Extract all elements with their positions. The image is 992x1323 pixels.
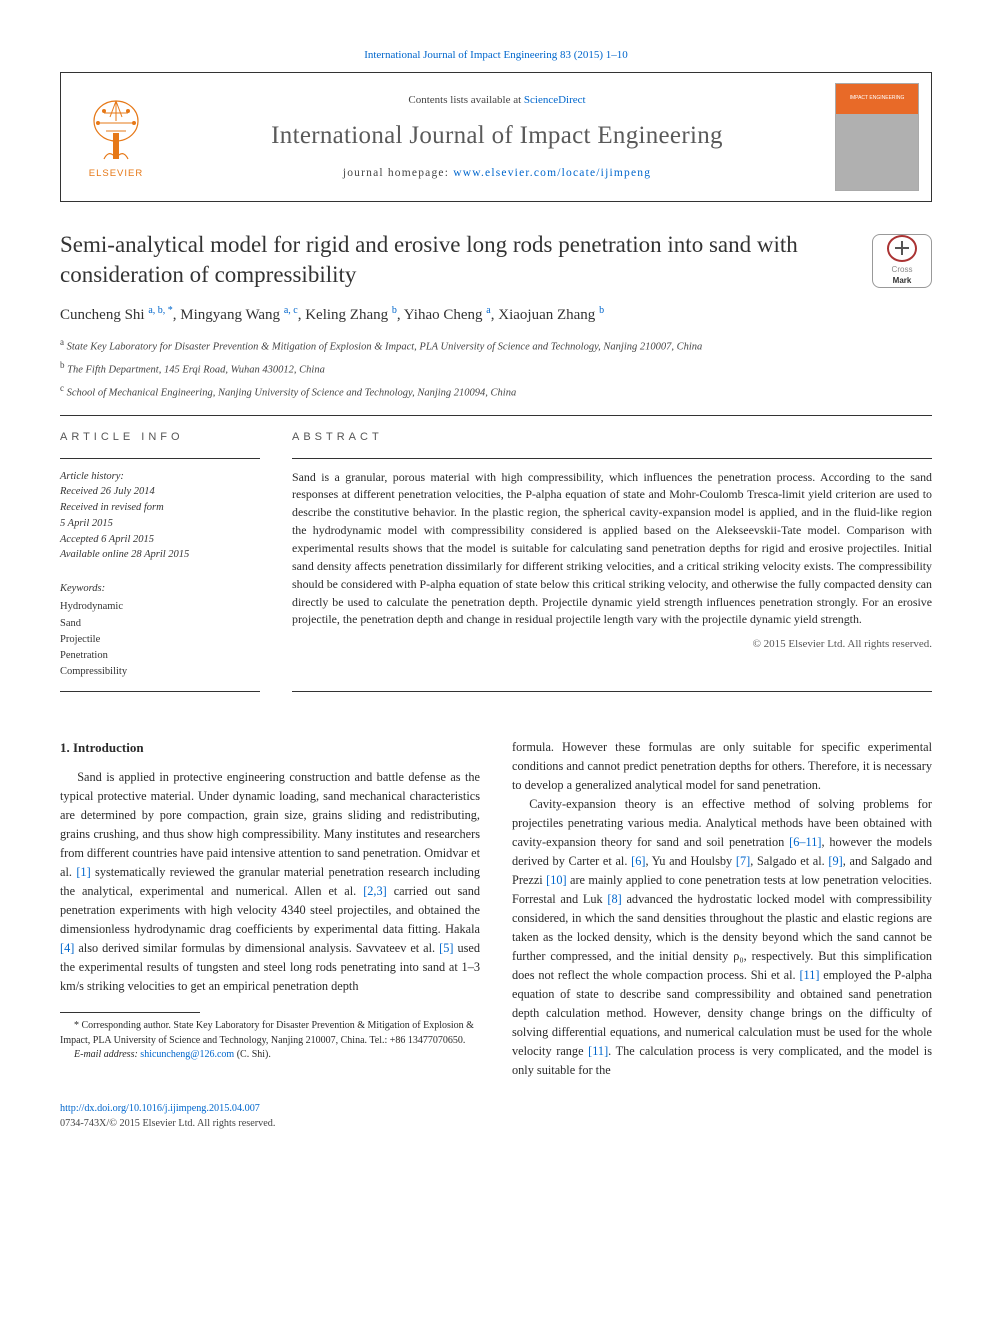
ref-6-11[interactable]: [6–11] [789,835,821,849]
elsevier-logo: ELSEVIER [71,87,161,187]
crossmark-line1: Cross [892,264,913,276]
affiliation: a State Key Laboratory for Disaster Prev… [60,336,932,355]
issue-citation: International Journal of Impact Engineer… [60,48,932,64]
txt: formula. However these formulas are only… [512,740,932,792]
para-2: formula. However these formulas are only… [512,738,932,795]
ref-1[interactable]: [1] [76,865,90,879]
article-info-head: ARTICLE INFO [60,430,260,446]
doi-link[interactable]: http://dx.doi.org/10.1016/j.ijimpeng.201… [60,1103,260,1114]
issn-copyright: 0734-743X/© 2015 Elsevier Ltd. All right… [60,1118,275,1129]
author-list: Cuncheng Shi a, b, *, Mingyang Wang a, c… [60,304,932,327]
affiliation: c School of Mechanical Engineering, Nanj… [60,382,932,401]
journal-cover-thumbnail: IMPACT ENGINEERING [835,83,919,191]
keyword: Compressibility [60,664,260,680]
crossmark-icon [887,235,917,262]
keyword: Hydrodynamic [60,599,260,615]
email-footnote: E-mail address: shicuncheng@126.com (C. … [60,1048,480,1063]
ref-9[interactable]: [9] [828,854,842,868]
ref-10[interactable]: [10] [546,873,567,887]
txt: , Yu and Houlsby [645,854,735,868]
footnote-separator [60,1012,200,1013]
ref-7[interactable]: [7] [736,854,750,868]
rule-above-abstract [60,415,932,416]
keywords-label: Keywords: [60,581,260,597]
sciencedirect-link[interactable]: ScienceDirect [524,94,586,106]
rule-info [60,458,260,459]
history-line: Accepted 6 April 2015 [60,532,260,548]
corr-text: * Corresponding author. State Key Labora… [60,1020,474,1046]
keywords-block: Keywords: HydrodynamicSandProjectilePene… [60,581,260,681]
email-label: E-mail address: [74,1049,140,1060]
keyword: Penetration [60,648,260,664]
txt: , Salgado et al. [750,854,828,868]
elsevier-tree-icon [86,93,146,163]
rule-abstract [292,458,932,459]
issue-citation-link[interactable]: International Journal of Impact Engineer… [364,49,628,61]
crossmark-line2: Mark [893,275,912,287]
affiliation: b The Fifth Department, 145 Erqi Road, W… [60,359,932,378]
crossmark-badge[interactable]: CrossMark [872,234,932,288]
article-title: Semi-analytical model for rigid and eros… [60,230,932,290]
header-center: Contents lists available at ScienceDirec… [171,73,823,201]
cover-body [836,114,918,190]
keyword: Sand [60,616,260,632]
article-history: Article history: Received 26 July 2014Re… [60,469,260,564]
txt: also derived similar formulas by dimensi… [74,941,439,955]
para-1: Sand is applied in protective engineerin… [60,768,480,997]
ref-11[interactable]: [11] [799,968,819,982]
contents-lists-line: Contents lists available at ScienceDirec… [408,93,585,109]
ref-6[interactable]: [6] [631,854,645,868]
journal-homepage-link[interactable]: www.elsevier.com/locate/ijimpeng [453,167,651,179]
rule-below-abstract [292,691,932,692]
para-3: Cavity-expansion theory is an effective … [512,795,932,1081]
ref-4[interactable]: [4] [60,941,74,955]
article-body: 1. Introduction Sand is applied in prote… [60,738,932,1081]
journal-header: ELSEVIER Contents lists available at Sci… [60,72,932,202]
history-line: Received in revised form [60,500,260,516]
ref-11b[interactable]: [11] [588,1044,608,1058]
history-line: 5 April 2015 [60,516,260,532]
ref-2-3[interactable]: [2,3] [363,884,387,898]
journal-homepage-line: journal homepage: www.elsevier.com/locat… [343,165,651,182]
contents-lists-prefix: Contents lists available at [408,94,523,106]
doi-block: http://dx.doi.org/10.1016/j.ijimpeng.201… [60,1101,932,1132]
email-tail: (C. Shi). [234,1049,271,1060]
history-line: Available online 28 April 2015 [60,547,260,563]
rule-below-info [60,691,260,692]
publisher-logo-cell: ELSEVIER [61,73,171,201]
corresponding-email-link[interactable]: shicuncheng@126.com [140,1049,234,1060]
abstract-head: ABSTRACT [292,430,932,446]
cover-cell: IMPACT ENGINEERING [823,73,931,201]
elsevier-wordmark: ELSEVIER [89,167,143,181]
journal-title: International Journal of Impact Engineer… [271,118,723,154]
ref-5[interactable]: [5] [439,941,453,955]
journal-home-prefix: journal homepage: [343,167,453,179]
keyword: Projectile [60,632,260,648]
txt: Sand is applied in protective engineerin… [60,770,480,879]
ref-8[interactable]: [8] [607,892,621,906]
history-label: Article history: [60,469,260,485]
abstract-copyright: © 2015 Elsevier Ltd. All rights reserved… [292,637,932,653]
history-line: Received 26 July 2014 [60,484,260,500]
cover-header-text: IMPACT ENGINEERING [836,84,918,114]
corresponding-author-footnote: * Corresponding author. State Key Labora… [60,1019,480,1048]
abstract-text: Sand is a granular, porous material with… [292,469,932,630]
section-1-heading: 1. Introduction [60,738,480,758]
